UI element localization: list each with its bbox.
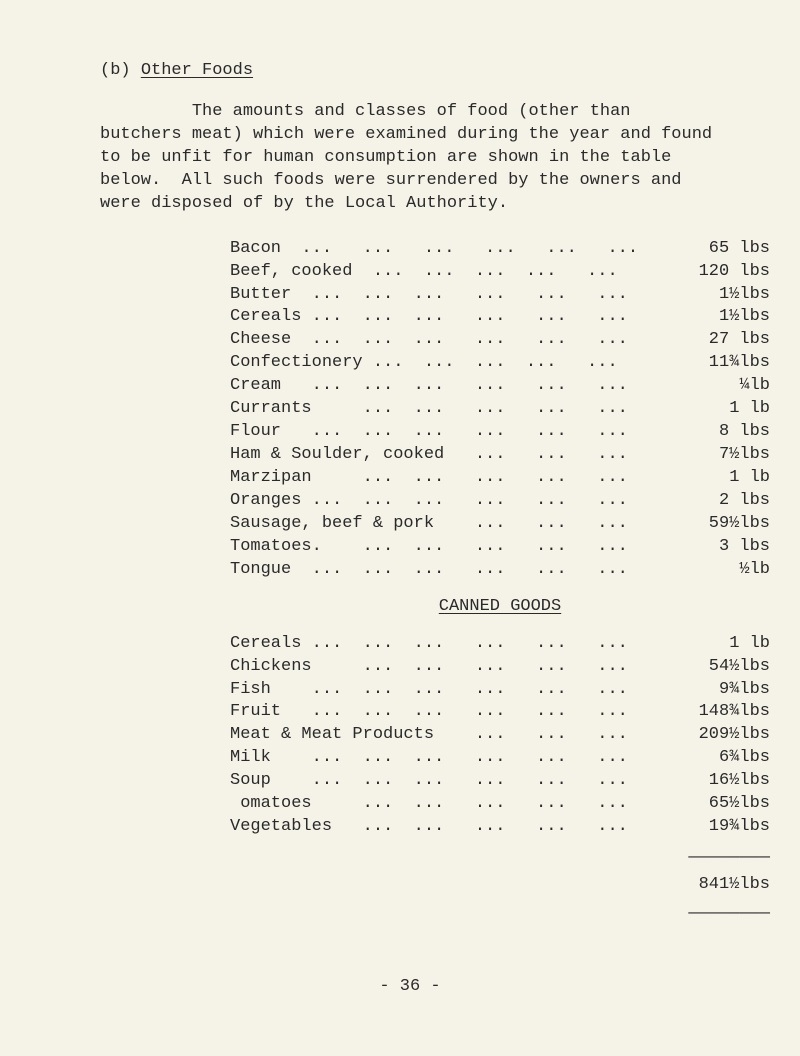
total-rule-bottom: ———————— — [230, 903, 770, 926]
food-label: Fruit ... ... ... ... ... ... — [230, 701, 628, 724]
food-label: Confectionery ... ... ... ... ... — [230, 352, 618, 375]
canned-goods-heading: CANNED GOODS — [230, 596, 770, 619]
food-weight: ½lb — [739, 559, 770, 582]
food-row: Bacon ... ... ... ... ... ... 65 lbs — [230, 238, 770, 261]
food-label: Chickens ... ... ... ... ... — [230, 656, 628, 679]
total-weight: 841½lbs — [230, 874, 770, 897]
food-weight: ¼lb — [739, 375, 770, 398]
food-row: Cream ... ... ... ... ... ... ¼lb — [230, 375, 770, 398]
food-row: Fruit ... ... ... ... ... ... 148¾lbs — [230, 701, 770, 724]
food-label: omatoes ... ... ... ... ... — [230, 793, 628, 816]
food-weight: 3 lbs — [719, 536, 770, 559]
food-label: Soup ... ... ... ... ... ... — [230, 770, 628, 793]
food-weight: 1½lbs — [719, 306, 770, 329]
food-weight: 1 lb — [729, 398, 770, 421]
food-row: Sausage, beef & pork ... ... ... 59½lbs — [230, 513, 770, 536]
food-label: Cheese ... ... ... ... ... ... — [230, 329, 628, 352]
food-row: Marzipan ... ... ... ... ... 1 lb — [230, 467, 770, 490]
food-weight: 9¾lbs — [719, 679, 770, 702]
food-row: Meat & Meat Products ... ... ... 209½lbs — [230, 724, 770, 747]
food-weight: 65 lbs — [709, 238, 770, 261]
food-label: Fish ... ... ... ... ... ... — [230, 679, 628, 702]
food-row: Chickens ... ... ... ... ... 54½lbs — [230, 656, 770, 679]
food-weight: 6¾lbs — [719, 747, 770, 770]
food-label: Butter ... ... ... ... ... ... — [230, 284, 628, 307]
section-title: Other Foods — [141, 61, 253, 80]
food-row: Cereals ... ... ... ... ... ... 1½lbs — [230, 306, 770, 329]
intro-paragraph: The amounts and classes of food (other t… — [100, 101, 720, 216]
food-label: Meat & Meat Products ... ... ... — [230, 724, 628, 747]
food-row: Vegetables ... ... ... ... ... 19¾lbs — [230, 816, 770, 839]
food-weight: 59½lbs — [709, 513, 770, 536]
food-weight: 1½lbs — [719, 284, 770, 307]
food-label: Bacon ... ... ... ... ... ... — [230, 238, 638, 261]
food-weight: 27 lbs — [709, 329, 770, 352]
section-heading: (b) Other Foods — [100, 60, 720, 83]
food-label: Currants ... ... ... ... ... — [230, 398, 628, 421]
food-weight: 2 lbs — [719, 490, 770, 513]
food-weight: 7½lbs — [719, 444, 770, 467]
food-row: Tongue ... ... ... ... ... ... ½lb — [230, 559, 770, 582]
food-label: Flour ... ... ... ... ... ... — [230, 421, 628, 444]
food-label: Marzipan ... ... ... ... ... — [230, 467, 628, 490]
food-weight: 16½lbs — [709, 770, 770, 793]
food-label: Beef, cooked ... ... ... ... ... — [230, 261, 618, 284]
food-row: Ham & Soulder, cooked ... ... ... 7½lbs — [230, 444, 770, 467]
food-label: Tongue ... ... ... ... ... ... — [230, 559, 628, 582]
food-weight: 19¾lbs — [709, 816, 770, 839]
food-row: Oranges ... ... ... ... ... ... 2 lbs — [230, 490, 770, 513]
food-weight: 209½lbs — [699, 724, 770, 747]
food-weight: 1 lb — [729, 633, 770, 656]
food-row: Cereals ... ... ... ... ... ... 1 lb — [230, 633, 770, 656]
food-weight: 65½lbs — [709, 793, 770, 816]
food-weight: 54½lbs — [709, 656, 770, 679]
food-row: Cheese ... ... ... ... ... ... 27 lbs — [230, 329, 770, 352]
food-label: Tomatoes. ... ... ... ... ... — [230, 536, 628, 559]
food-row: Butter ... ... ... ... ... ... 1½lbs — [230, 284, 770, 307]
section-prefix: (b) — [100, 61, 141, 80]
food-label: Cereals ... ... ... ... ... ... — [230, 633, 628, 656]
food-table-1: Bacon ... ... ... ... ... ...65 lbsBeef,… — [100, 238, 720, 582]
food-row: Soup ... ... ... ... ... ... 16½lbs — [230, 770, 770, 793]
page-number: - 36 - — [100, 976, 720, 999]
food-label: Ham & Soulder, cooked ... ... ... — [230, 444, 628, 467]
food-row: Flour ... ... ... ... ... ... 8 lbs — [230, 421, 770, 444]
food-label: Milk ... ... ... ... ... ... — [230, 747, 628, 770]
food-row: omatoes ... ... ... ... ... 65½lbs — [230, 793, 770, 816]
food-label: Oranges ... ... ... ... ... ... — [230, 490, 628, 513]
food-row: Beef, cooked ... ... ... ... ... 120 lbs — [230, 261, 770, 284]
food-label: Cereals ... ... ... ... ... ... — [230, 306, 628, 329]
food-weight: 8 lbs — [719, 421, 770, 444]
food-weight: 148¾lbs — [699, 701, 770, 724]
food-label: Vegetables ... ... ... ... ... — [230, 816, 628, 839]
food-weight: 120 lbs — [699, 261, 770, 284]
food-weight: 11¾lbs — [709, 352, 770, 375]
food-label: Cream ... ... ... ... ... ... — [230, 375, 628, 398]
food-row: Milk ... ... ... ... ... ... 6¾lbs — [230, 747, 770, 770]
food-row: Confectionery ... ... ... ... ... 11¾lbs — [230, 352, 770, 375]
food-row: Currants ... ... ... ... ... 1 lb — [230, 398, 770, 421]
food-row: Fish ... ... ... ... ... ... 9¾lbs — [230, 679, 770, 702]
food-label: Sausage, beef & pork ... ... ... — [230, 513, 628, 536]
total-rule-top: ———————— — [230, 847, 770, 870]
food-row: Tomatoes. ... ... ... ... ... 3 lbs — [230, 536, 770, 559]
food-weight: 1 lb — [729, 467, 770, 490]
food-table-2: Cereals ... ... ... ... ... ...1 lbChick… — [100, 633, 720, 839]
